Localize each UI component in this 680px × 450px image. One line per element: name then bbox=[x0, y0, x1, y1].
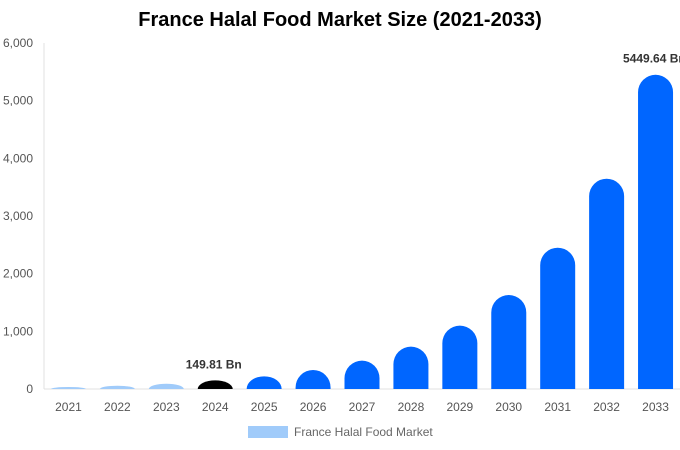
x-tick-label: 2033 bbox=[642, 400, 669, 414]
data-label-2024: 149.81 Bn bbox=[186, 357, 242, 371]
legend-swatch bbox=[248, 426, 288, 438]
bar-2022[interactable] bbox=[99, 385, 135, 389]
y-tick-label: 6,000 bbox=[3, 36, 33, 50]
bar-2023[interactable] bbox=[148, 383, 184, 389]
x-tick-label: 2022 bbox=[104, 400, 131, 414]
x-tick-label: 2028 bbox=[398, 400, 425, 414]
bar-2033[interactable] bbox=[638, 74, 674, 389]
bar-2024[interactable] bbox=[197, 380, 233, 389]
bar-2031[interactable] bbox=[540, 247, 576, 389]
y-tick-label: 2,000 bbox=[3, 267, 33, 281]
bar-2021[interactable] bbox=[50, 386, 86, 389]
bar-2025[interactable] bbox=[246, 376, 282, 389]
bar-2032[interactable] bbox=[589, 178, 625, 389]
x-tick-label: 2021 bbox=[55, 400, 82, 414]
chart-title: France Halal Food Market Size (2021-2033… bbox=[138, 9, 542, 31]
bar-2028[interactable] bbox=[393, 346, 429, 389]
x-tick-label: 2023 bbox=[153, 400, 180, 414]
x-tick-label: 2032 bbox=[593, 400, 620, 414]
bar-2030[interactable] bbox=[491, 295, 527, 389]
x-tick-label: 2031 bbox=[544, 400, 571, 414]
y-tick-label: 4,000 bbox=[3, 151, 33, 165]
legend-label: France Halal Food Market bbox=[294, 425, 433, 439]
x-tick-label: 2029 bbox=[446, 400, 473, 414]
y-tick-label: 1,000 bbox=[3, 324, 33, 338]
legend[interactable]: France Halal Food Market bbox=[248, 425, 433, 439]
y-tick-label: 5,000 bbox=[3, 94, 33, 108]
data-label-2033: 5449.64 Bn bbox=[623, 52, 680, 66]
x-tick-label: 2024 bbox=[202, 400, 229, 414]
x-tick-label: 2027 bbox=[349, 400, 376, 414]
bar-2026[interactable] bbox=[295, 369, 331, 389]
y-tick-label: 3,000 bbox=[3, 209, 33, 223]
x-tick-label: 2026 bbox=[300, 400, 327, 414]
bar-2029[interactable] bbox=[442, 325, 478, 389]
x-tick-label: 2030 bbox=[495, 400, 522, 414]
y-tick-label: 0 bbox=[26, 382, 33, 396]
bar-2027[interactable] bbox=[344, 360, 380, 389]
x-tick-label: 2025 bbox=[251, 400, 278, 414]
